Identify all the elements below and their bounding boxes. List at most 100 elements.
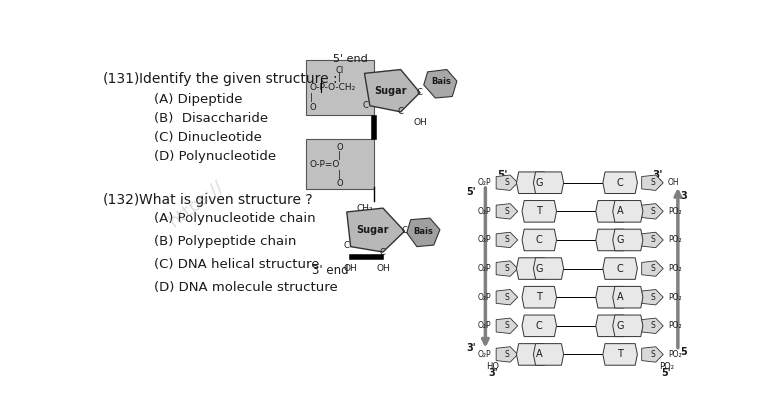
Text: (B)  Disaccharide: (B) Disaccharide <box>154 112 269 125</box>
Polygon shape <box>347 208 404 252</box>
Polygon shape <box>642 347 663 362</box>
Polygon shape <box>424 70 457 98</box>
Polygon shape <box>496 347 518 362</box>
Text: |: | <box>338 170 341 178</box>
Polygon shape <box>596 315 626 336</box>
Text: (C) Dinucleotide: (C) Dinucleotide <box>154 131 262 144</box>
Text: G: G <box>535 178 543 188</box>
Text: S: S <box>650 321 655 330</box>
Text: A: A <box>617 292 624 302</box>
Text: C: C <box>417 88 423 97</box>
Text: PO₂: PO₂ <box>659 362 674 371</box>
Text: OH: OH <box>649 179 662 188</box>
Text: O₂P: O₂P <box>478 350 491 359</box>
Text: 5': 5' <box>662 368 671 378</box>
Text: OH: OH <box>668 178 680 187</box>
Polygon shape <box>642 232 663 248</box>
Text: C: C <box>363 101 368 110</box>
Polygon shape <box>496 204 518 219</box>
Text: OH: OH <box>376 264 390 273</box>
Polygon shape <box>407 218 440 247</box>
Polygon shape <box>496 318 518 334</box>
Polygon shape <box>516 172 547 194</box>
Text: 3' end: 3' end <box>312 264 349 277</box>
Text: (A) Polynucleotide chain: (A) Polynucleotide chain <box>154 212 316 225</box>
Text: C: C <box>536 321 543 331</box>
Text: S: S <box>650 350 655 359</box>
Polygon shape <box>642 204 663 219</box>
Polygon shape <box>642 318 663 334</box>
Polygon shape <box>516 344 547 365</box>
Text: (D) Polynucleotide: (D) Polynucleotide <box>154 150 276 163</box>
Text: Identify the given structure :: Identify the given structure : <box>139 72 338 86</box>
Polygon shape <box>522 315 556 336</box>
Polygon shape <box>534 172 564 194</box>
Text: S: S <box>650 264 655 273</box>
Polygon shape <box>612 287 643 308</box>
Polygon shape <box>496 175 518 190</box>
Text: A: A <box>536 349 543 360</box>
Polygon shape <box>364 70 420 112</box>
FancyBboxPatch shape <box>306 139 374 189</box>
Text: C: C <box>617 264 624 274</box>
Text: 5': 5' <box>497 170 507 180</box>
Text: PO₂: PO₂ <box>668 350 681 359</box>
Polygon shape <box>522 201 556 222</box>
Text: T: T <box>536 292 542 302</box>
Text: (131): (131) <box>103 72 140 86</box>
Text: (A) Dipeptide: (A) Dipeptide <box>154 93 243 106</box>
Polygon shape <box>516 258 547 279</box>
Text: O₂P: O₂P <box>478 321 491 330</box>
Text: O-P-O-CH₂: O-P-O-CH₂ <box>310 83 356 92</box>
Polygon shape <box>596 201 626 222</box>
Text: C: C <box>344 241 350 250</box>
Text: O₂P: O₂P <box>478 293 491 302</box>
Text: Sugar: Sugar <box>375 86 407 96</box>
Text: (D) DNA molecule structure: (D) DNA molecule structure <box>154 281 338 294</box>
Text: https://: https:// <box>166 177 228 231</box>
Text: S: S <box>650 178 655 187</box>
Text: O₂P: O₂P <box>478 235 491 244</box>
Text: C: C <box>401 226 407 235</box>
Text: 3: 3 <box>681 191 687 201</box>
Text: OH: OH <box>344 264 357 273</box>
Polygon shape <box>612 315 643 336</box>
Polygon shape <box>596 287 626 308</box>
Polygon shape <box>496 261 518 276</box>
Text: O₂P: O₂P <box>478 207 491 216</box>
Text: G: G <box>616 235 624 245</box>
Text: S: S <box>650 235 655 244</box>
Text: HO: HO <box>487 362 500 371</box>
Polygon shape <box>642 175 663 190</box>
Text: S: S <box>505 178 509 187</box>
Polygon shape <box>522 287 556 308</box>
Text: O: O <box>337 143 343 152</box>
Polygon shape <box>596 229 626 251</box>
Text: CH₂: CH₂ <box>356 204 372 213</box>
Text: O₂P: O₂P <box>478 178 491 187</box>
Text: |: | <box>338 151 341 160</box>
Text: C: C <box>617 178 624 188</box>
Text: S: S <box>650 207 655 216</box>
Text: S: S <box>505 235 509 244</box>
Polygon shape <box>496 290 518 305</box>
Polygon shape <box>522 229 556 251</box>
Text: PO₂: PO₂ <box>668 293 681 302</box>
Text: C: C <box>379 248 385 256</box>
Text: (132): (132) <box>103 193 140 207</box>
Text: O: O <box>310 103 316 111</box>
Text: OH: OH <box>414 118 428 127</box>
Text: PO₂: PO₂ <box>668 235 681 244</box>
Text: G: G <box>616 321 624 331</box>
Text: 3': 3' <box>488 368 498 378</box>
Text: |: | <box>310 93 313 102</box>
Text: Sugar: Sugar <box>356 225 388 235</box>
Text: T: T <box>536 206 542 216</box>
FancyBboxPatch shape <box>306 59 374 115</box>
Polygon shape <box>534 344 564 365</box>
Polygon shape <box>603 258 637 279</box>
Text: S: S <box>505 293 509 302</box>
Text: (C) DNA helical structure: (C) DNA helical structure <box>154 258 319 271</box>
Text: PO₂: PO₂ <box>668 321 681 330</box>
Text: C: C <box>397 107 403 116</box>
